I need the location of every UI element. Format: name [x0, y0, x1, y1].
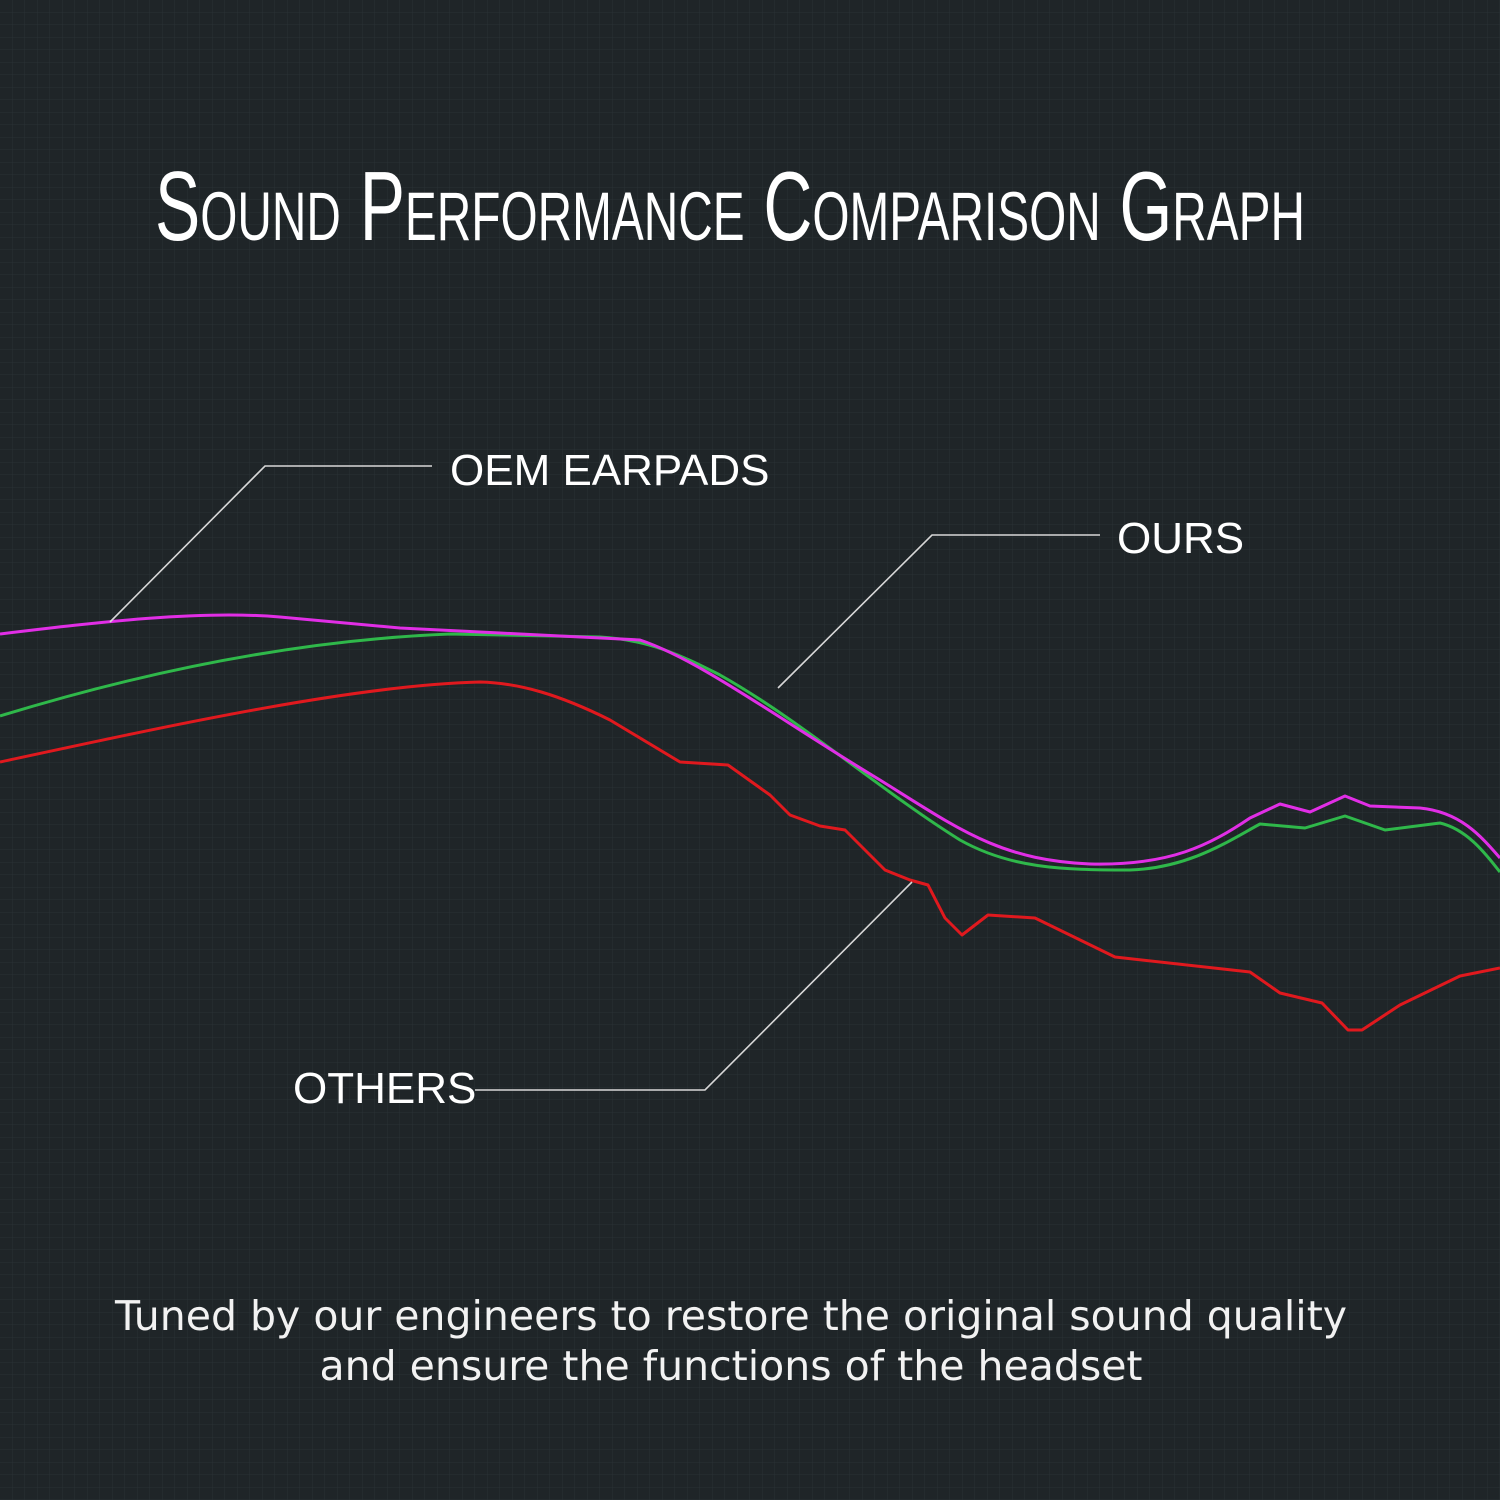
title: Sound Performance Comparison Graph — [155, 151, 1305, 261]
ours-leader — [777, 534, 1100, 689]
oem-leader — [109, 465, 432, 623]
oem-label: OEM EARPADS — [450, 446, 769, 495]
ours-curve — [0, 632, 1500, 873]
others-label: OTHERS — [293, 1064, 476, 1113]
caption-line: and ensure the functions of the headset — [319, 1342, 1142, 1390]
others-leader — [475, 881, 913, 1091]
ours-label: OURS — [1117, 514, 1244, 563]
oem-curve — [0, 613, 1500, 866]
others-curve — [0, 680, 1500, 1032]
caption-line: Tuned by our engineers to restore the or… — [114, 1292, 1347, 1340]
